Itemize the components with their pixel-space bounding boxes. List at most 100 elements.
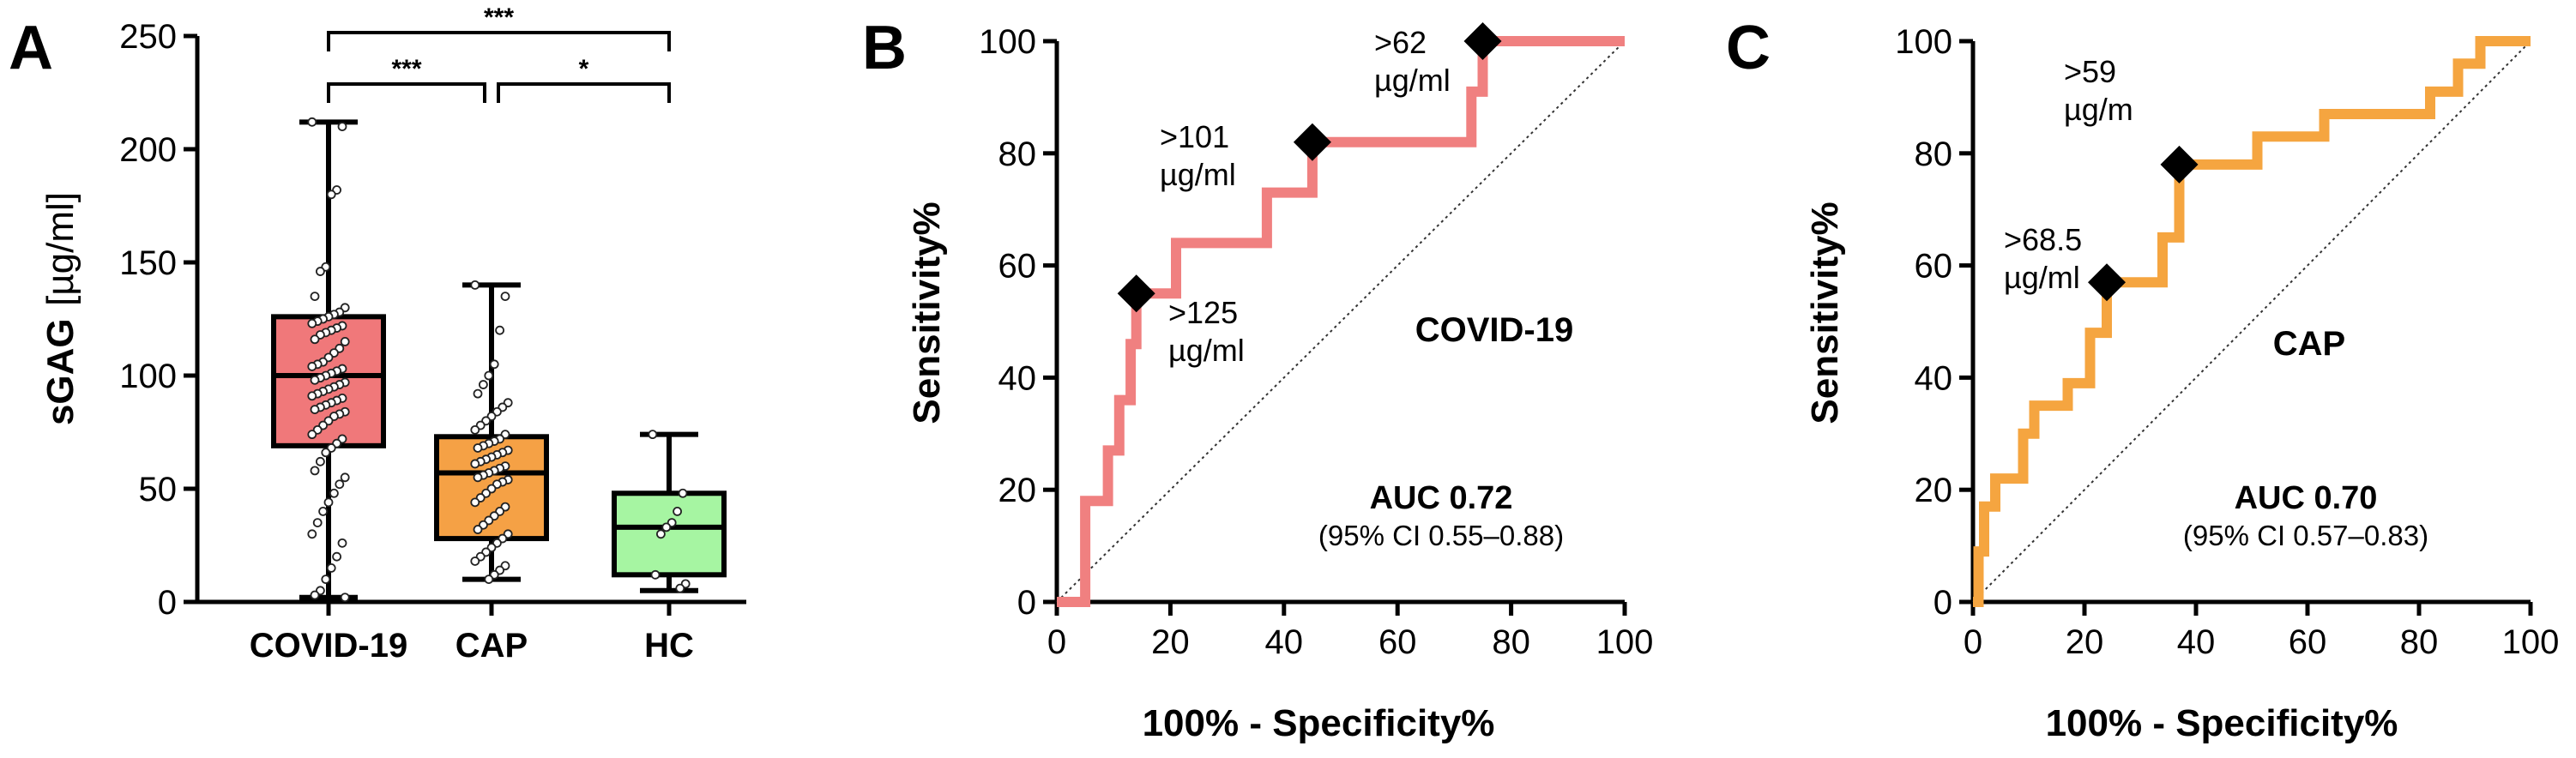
panel-a-data-point: [315, 267, 325, 276]
panel-a-data-point: [661, 522, 672, 532]
panel-b-ytick-label: 40: [998, 359, 1037, 397]
panel-b-ylabel: Sensitivity%: [906, 202, 948, 424]
panel-a-data-point: [479, 380, 488, 389]
panel-a-data-point: [337, 122, 347, 132]
panel-a-data-point: [470, 497, 480, 508]
panel-a-box: [612, 490, 727, 578]
panel-b-cutoff-marker: [1463, 22, 1502, 60]
panel-a-data-point: [340, 593, 350, 603]
panel-a-significance-label: ***: [484, 3, 514, 32]
panel-c-cutoff-label-line: >59: [2064, 54, 2116, 89]
panel-a-data-point: [307, 318, 317, 328]
panel-a-data-point: [321, 575, 331, 584]
panel-a-category-label: HC: [644, 627, 694, 665]
panel-a-data-point: [500, 292, 510, 302]
panel-a: A sGAG [µg/ml] 0 50 100 150 200 250 COVID-19 CA…: [9, 3, 746, 665]
panel-a-data-point: [650, 569, 661, 580]
panel-b-cutoff-label: >62 µg/ml: [1374, 25, 1451, 98]
panel-c-xlabel: 100% - Specificity%: [2046, 702, 2398, 744]
panel-b-cutoff-label: >101 µg/ml: [1160, 119, 1236, 192]
panel-a-data-point: [326, 190, 336, 200]
panel-b-xtick-label: 80: [1492, 623, 1530, 661]
panel-b-ci: (95% CI 0.55–0.88): [1318, 520, 1564, 551]
panel-a-data-point: [323, 497, 334, 508]
panel-a-data-point: [329, 488, 339, 498]
panel-a-data-point: [489, 359, 499, 370]
panel-a-data-point: [310, 590, 320, 600]
panel-a-data-point: [470, 280, 480, 290]
panel-letter-a: A: [9, 14, 53, 82]
svg-text:sGAG [µg/ml]: sGAG [µg/ml]: [39, 192, 81, 425]
panel-b-cutoff-label-line: >101: [1160, 119, 1229, 154]
panel-a-data-point: [307, 529, 317, 539]
panel-a-data-point: [484, 370, 494, 381]
panel-a-data-point: [473, 443, 483, 453]
panel-a-data-point: [318, 507, 329, 516]
panel-c-cutoff-marker: [2088, 263, 2126, 302]
panel-b-cutoff-marker: [1117, 274, 1155, 313]
panel-a-significance-label: ***: [391, 55, 421, 83]
panel-a-data-point: [307, 391, 317, 401]
panel-c-title: CAP: [2273, 325, 2345, 363]
panel-b-chance-line: [1056, 40, 1626, 603]
panel-b-cutoff-label-line: µg/ml: [1168, 333, 1245, 368]
panel-a-data-point: [332, 551, 342, 562]
panel-c-ytick-label: 40: [1915, 359, 1953, 397]
panel-c-chance-line: [1972, 40, 2531, 603]
panel-a-data-point: [310, 405, 320, 415]
panel-b-auc: AUC 0.72: [1370, 480, 1513, 516]
panel-a-data-point: [656, 529, 666, 539]
panel-c-xtick-label: 20: [2066, 623, 2104, 661]
panel-b-cutoff-label-line: >62: [1374, 25, 1427, 60]
panel-b-cutoff-marker: [1293, 123, 1331, 161]
panel-a-data-point: [473, 388, 483, 399]
panel-a-ytick-label: 0: [158, 584, 177, 622]
panel-c-ytick-label: 20: [1915, 472, 1953, 509]
panel-b-cutoff-label-line: >125: [1168, 295, 1238, 330]
panel-a-significance-bracket: [327, 82, 486, 103]
panel-a-data-point: [484, 575, 494, 584]
panel-a-significance-label: *: [579, 55, 589, 83]
panel-c-cutoff-label-line: µg/ml: [2004, 260, 2080, 295]
panel-a-data-point: [307, 117, 317, 127]
panel-a-category-label: CAP: [455, 627, 528, 665]
panel-a-ytick-label: 200: [119, 131, 177, 169]
panel-c-ci: (95% CI 0.57–0.83): [2183, 520, 2428, 551]
panel-a-data-point: [310, 466, 320, 476]
panel-a-ytick-label: 100: [119, 358, 177, 395]
panel-a-data-point: [648, 430, 658, 440]
panel-a-data-point: [307, 362, 317, 371]
panel-b-xlabel: 100% - Specificity%: [1143, 702, 1495, 744]
panel-c-xtick-label: 40: [2177, 623, 2216, 661]
panel-a-ytick-label: 250: [119, 18, 177, 56]
panel-c-xtick-label: 0: [1964, 623, 1982, 661]
panel-b-xtick-label: 0: [1047, 623, 1066, 661]
panel-b-ytick-label: 60: [998, 248, 1037, 286]
panel-a-data-point: [326, 563, 336, 573]
panel-a-significance-bracket: [497, 82, 671, 103]
panel-a-category-label: COVID-19: [250, 627, 408, 665]
panel-a-data-point: [470, 424, 480, 435]
panel-b-cutoff-label-line: µg/ml: [1160, 157, 1236, 192]
panel-a-data-point: [312, 518, 323, 527]
panel-c-xtick-label: 60: [2289, 623, 2327, 661]
panel-a-data-point: [335, 479, 345, 490]
panel-c-ytick-label: 0: [1934, 584, 1952, 622]
panel-a-ytick-label: 50: [139, 471, 178, 508]
panel-a-yaxis-title: sGAG [µg/ml]: [39, 192, 81, 425]
panel-a-data-point: [673, 507, 682, 516]
panel-c-cutoff-label: >68.5 µg/ml: [2004, 222, 2082, 295]
panel-a-data-point: [473, 472, 483, 483]
panel-c-cutoff-label-line: µg/m: [2064, 92, 2133, 127]
panel-a-ylabel-unit: [µg/ml]: [39, 192, 81, 306]
panel-c-xtick-label: 80: [2400, 623, 2439, 661]
panel-b-ytick-label: 100: [979, 23, 1036, 61]
panel-a-significance-bracket: [327, 31, 671, 51]
panel-a-data-point: [473, 525, 483, 534]
panel-a-data-point: [675, 583, 685, 593]
panel-a-data-point: [310, 334, 320, 345]
panel-b-ytick-label: 20: [998, 472, 1037, 509]
panel-b-xtick-label: 60: [1378, 623, 1417, 661]
